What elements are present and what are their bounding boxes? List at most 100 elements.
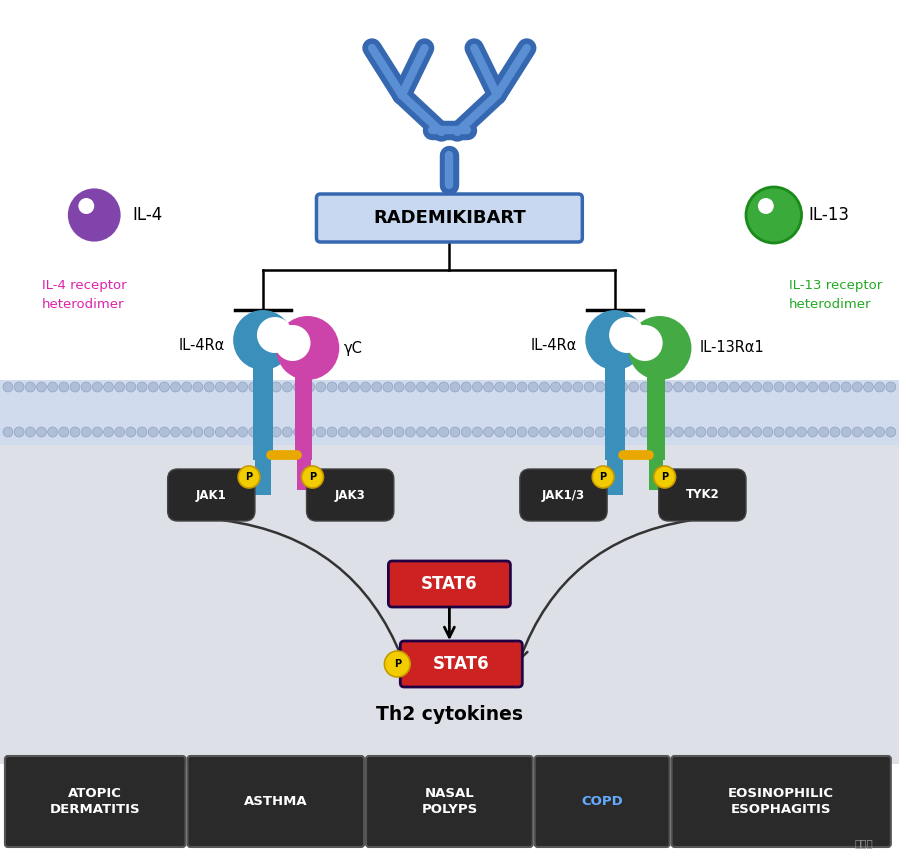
- Circle shape: [361, 427, 371, 437]
- Circle shape: [59, 382, 69, 392]
- Circle shape: [796, 382, 806, 392]
- Bar: [0, 0, 899, 400]
- Circle shape: [763, 427, 773, 437]
- Circle shape: [115, 382, 125, 392]
- Circle shape: [417, 427, 427, 437]
- Circle shape: [874, 382, 884, 392]
- Circle shape: [304, 427, 314, 437]
- Circle shape: [439, 382, 448, 392]
- Circle shape: [696, 427, 706, 437]
- Circle shape: [853, 427, 863, 437]
- FancyBboxPatch shape: [389, 561, 510, 607]
- Circle shape: [257, 317, 293, 353]
- Circle shape: [294, 427, 304, 437]
- Circle shape: [807, 427, 817, 437]
- Circle shape: [841, 427, 851, 437]
- Circle shape: [718, 427, 728, 437]
- Circle shape: [539, 427, 549, 437]
- Circle shape: [673, 427, 683, 437]
- Circle shape: [237, 382, 247, 392]
- Circle shape: [651, 427, 661, 437]
- Circle shape: [383, 427, 393, 437]
- Circle shape: [25, 427, 35, 437]
- Circle shape: [609, 317, 645, 353]
- Circle shape: [628, 316, 691, 380]
- Circle shape: [384, 651, 410, 677]
- Circle shape: [338, 382, 348, 392]
- Circle shape: [595, 382, 605, 392]
- Circle shape: [551, 427, 561, 437]
- Bar: [0, 400, 899, 764]
- Circle shape: [283, 427, 293, 437]
- Text: IL-13: IL-13: [808, 206, 850, 224]
- Text: TYK2: TYK2: [686, 489, 719, 502]
- Text: EOSINOPHILIC
ESOPHAGITIS: EOSINOPHILIC ESOPHAGITIS: [728, 787, 834, 816]
- Circle shape: [25, 382, 35, 392]
- Circle shape: [182, 382, 192, 392]
- Circle shape: [562, 427, 572, 437]
- Circle shape: [126, 427, 136, 437]
- Circle shape: [159, 427, 169, 437]
- Circle shape: [182, 427, 192, 437]
- Circle shape: [752, 427, 762, 437]
- Circle shape: [752, 382, 762, 392]
- Circle shape: [260, 382, 270, 392]
- Circle shape: [70, 382, 80, 392]
- Circle shape: [841, 382, 851, 392]
- Circle shape: [371, 382, 381, 392]
- Circle shape: [92, 382, 102, 392]
- Text: NASAL
POLYPS: NASAL POLYPS: [421, 787, 477, 816]
- Text: P: P: [394, 659, 400, 669]
- Circle shape: [450, 382, 460, 392]
- Circle shape: [830, 382, 840, 392]
- Bar: [607, 435, 623, 495]
- FancyBboxPatch shape: [535, 756, 670, 847]
- Circle shape: [82, 427, 92, 437]
- Circle shape: [627, 325, 662, 361]
- FancyBboxPatch shape: [366, 756, 533, 847]
- Bar: [0, 380, 899, 445]
- Text: P: P: [309, 472, 316, 482]
- Text: IL-4Rα: IL-4Rα: [531, 338, 577, 352]
- Circle shape: [294, 382, 304, 392]
- Text: JAK3: JAK3: [335, 489, 365, 502]
- Circle shape: [819, 427, 829, 437]
- Circle shape: [428, 427, 438, 437]
- Circle shape: [439, 427, 448, 437]
- Circle shape: [539, 382, 549, 392]
- Circle shape: [238, 466, 260, 488]
- Circle shape: [226, 382, 236, 392]
- Circle shape: [807, 382, 817, 392]
- Circle shape: [593, 466, 614, 488]
- Circle shape: [774, 427, 784, 437]
- Circle shape: [302, 466, 323, 488]
- Circle shape: [170, 427, 180, 437]
- Circle shape: [573, 382, 583, 392]
- Circle shape: [159, 382, 169, 392]
- Circle shape: [517, 427, 527, 437]
- Circle shape: [361, 382, 371, 392]
- Circle shape: [204, 427, 214, 437]
- Circle shape: [304, 382, 314, 392]
- Bar: [253, 362, 273, 460]
- Circle shape: [350, 382, 360, 392]
- Circle shape: [394, 382, 404, 392]
- Circle shape: [271, 427, 281, 437]
- Circle shape: [14, 427, 24, 437]
- Circle shape: [651, 382, 661, 392]
- Circle shape: [193, 427, 203, 437]
- Text: Th2 cytokines: Th2 cytokines: [376, 705, 523, 724]
- Circle shape: [66, 187, 122, 243]
- Circle shape: [763, 382, 773, 392]
- Circle shape: [149, 382, 159, 392]
- Circle shape: [673, 382, 683, 392]
- Circle shape: [249, 427, 259, 437]
- Circle shape: [472, 382, 482, 392]
- Circle shape: [606, 382, 616, 392]
- Text: COPD: COPD: [582, 795, 623, 808]
- Circle shape: [495, 382, 505, 392]
- Circle shape: [729, 427, 739, 437]
- Circle shape: [696, 382, 706, 392]
- Bar: [296, 435, 311, 490]
- Text: JAK1: JAK1: [196, 489, 226, 502]
